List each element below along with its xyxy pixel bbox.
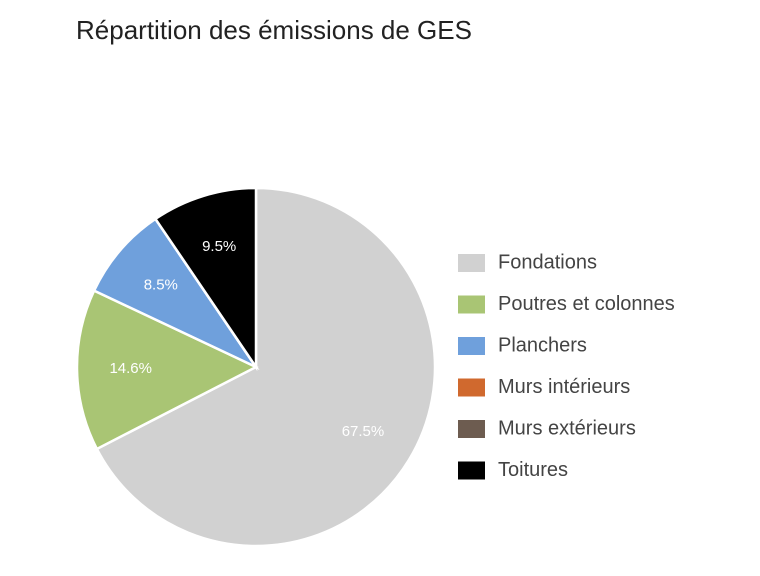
legend-label: Poutres et colonnes: [498, 293, 675, 315]
data-label: 9.5%: [202, 238, 236, 255]
legend-swatch: [458, 461, 485, 480]
legend-label: Fondations: [498, 251, 597, 273]
data-label: 14.6%: [109, 360, 152, 377]
legend-label: Murs extérieurs: [498, 417, 636, 439]
legend-swatch: [458, 337, 485, 355]
pie-slice: [92, 217, 260, 371]
legend-swatch: [458, 420, 485, 438]
data-label: 67.5%: [342, 423, 385, 440]
chart-title: Répartition des émissions de GES: [76, 15, 472, 45]
legend-swatch: [458, 378, 485, 397]
legend-label: Planchers: [498, 334, 587, 356]
legend-label: Murs intérieurs: [498, 376, 630, 398]
pie-slice: [75, 288, 259, 451]
legend-label: Toitures: [498, 459, 568, 481]
pie-slice: [95, 186, 437, 548]
legend-swatch: [458, 295, 485, 314]
legend-swatch: [458, 254, 485, 272]
pie-slice: [153, 186, 258, 372]
data-label: 8.5%: [144, 277, 178, 294]
